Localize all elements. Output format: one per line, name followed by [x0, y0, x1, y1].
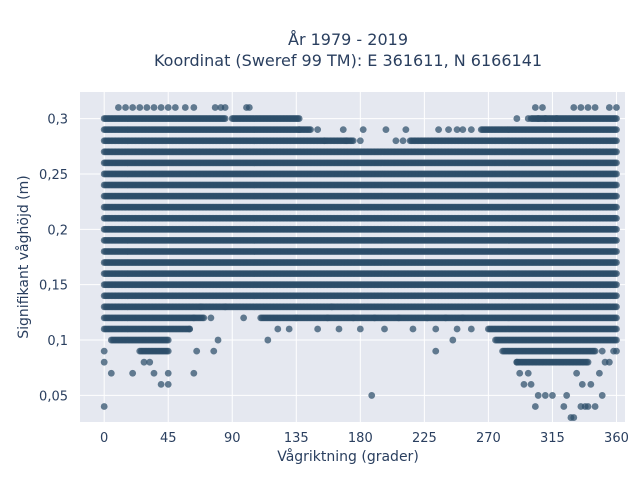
data-point	[295, 115, 303, 122]
data-point	[613, 214, 620, 222]
data-point	[613, 148, 620, 156]
data-point	[613, 225, 620, 233]
data-point	[221, 115, 229, 122]
data-point	[613, 181, 620, 189]
data-point	[613, 126, 620, 134]
data-point	[613, 203, 620, 211]
data-point	[613, 248, 620, 255]
data-point	[613, 236, 620, 244]
data-point	[613, 159, 620, 167]
data-points	[100, 104, 620, 421]
plot-background	[80, 92, 625, 422]
data-point	[613, 170, 620, 178]
data-point	[307, 126, 314, 134]
data-point	[613, 137, 620, 145]
data-point	[613, 192, 620, 200]
data-point	[349, 137, 357, 145]
data-point	[613, 115, 620, 122]
data-point	[613, 259, 620, 266]
